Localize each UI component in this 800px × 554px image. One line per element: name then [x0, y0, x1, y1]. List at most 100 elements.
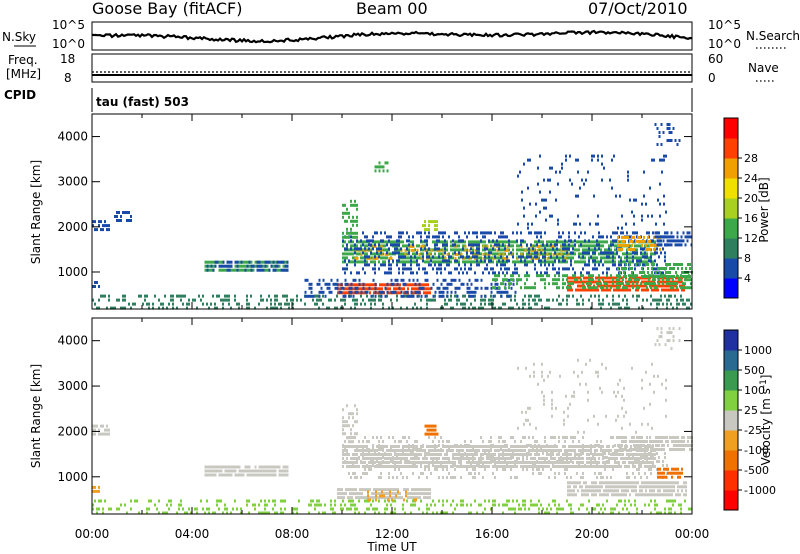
data-cell [556, 278, 558, 282]
data-cell [530, 453, 532, 456]
data-cell [520, 465, 522, 468]
data-cell [622, 457, 624, 460]
data-cell [446, 286, 449, 290]
data-cell [406, 499, 408, 503]
data-cell [348, 252, 350, 256]
data-cell [194, 298, 196, 302]
data-cell [264, 268, 267, 272]
data-cell [356, 460, 358, 463]
colorbar-tick-label: 12 [744, 232, 758, 245]
data-cell [524, 499, 526, 503]
data-cell [402, 452, 404, 455]
data-cell [349, 492, 351, 496]
data-cell [657, 284, 659, 288]
data-cell [546, 252, 549, 256]
data-cell [508, 282, 510, 286]
data-cell [460, 453, 462, 456]
data-cell [652, 461, 654, 464]
data-cell [606, 465, 608, 468]
data-cell [660, 123, 663, 126]
data-cell [354, 278, 357, 282]
data-cell [478, 260, 480, 264]
data-cell [434, 228, 436, 232]
data-cell [375, 490, 377, 494]
data-cell [364, 511, 366, 515]
data-cell [416, 461, 418, 464]
data-cell [344, 256, 346, 260]
data-cell [554, 267, 556, 271]
data-cell [669, 280, 671, 284]
data-cell [594, 267, 596, 271]
data-cell [656, 243, 659, 247]
data-cell [388, 472, 390, 475]
data-cell [610, 251, 612, 255]
data-cell [592, 453, 594, 456]
data-cell [468, 511, 470, 515]
data-cell [282, 268, 285, 272]
data-cell [480, 239, 482, 243]
data-cell [372, 453, 374, 456]
data-cell [272, 264, 275, 268]
data-cell [524, 256, 526, 260]
data-cell [418, 263, 420, 267]
data-cell [366, 248, 368, 252]
data-cell [94, 428, 96, 432]
data-cell [583, 288, 585, 292]
data-cell [638, 278, 640, 282]
data-cell [486, 231, 488, 235]
data-cell [527, 186, 529, 190]
data-cell [399, 291, 401, 295]
data-cell [482, 457, 484, 460]
data-cell [612, 445, 614, 448]
data-cell [414, 453, 416, 456]
data-cell [552, 449, 554, 452]
data-cell [380, 290, 383, 294]
data-cell [388, 256, 391, 260]
data-cell [392, 259, 394, 263]
data-cell [440, 436, 442, 439]
data-cell [378, 255, 380, 259]
data-cell [416, 440, 418, 443]
data-cell [534, 263, 536, 267]
data-cell [454, 248, 456, 252]
data-cell [504, 267, 506, 271]
data-cell [428, 255, 430, 259]
data-cell [610, 306, 612, 310]
data-cell [260, 294, 262, 298]
data-cell [620, 259, 622, 263]
data-cell [236, 507, 238, 511]
data-cell [482, 445, 484, 448]
data-cell [556, 507, 558, 511]
data-cell [527, 222, 529, 226]
data-cell [621, 276, 623, 280]
data-cell [651, 243, 653, 247]
data-cell [548, 244, 550, 248]
data-cell [346, 231, 348, 235]
data-cell [462, 503, 464, 507]
data-cell [472, 255, 474, 259]
data-cell [654, 267, 656, 271]
data-cell [573, 280, 575, 284]
data-cell [446, 499, 448, 503]
data-cell [570, 263, 572, 267]
data-cell [592, 286, 594, 290]
data-cell [386, 248, 388, 252]
data-cell [408, 278, 411, 282]
data-cell [516, 267, 518, 271]
data-cell [414, 445, 416, 448]
data-cell [508, 248, 510, 252]
data-cell [288, 306, 290, 310]
data-cell [292, 306, 294, 310]
data-cell [598, 260, 600, 264]
data-cell [545, 198, 547, 202]
data-cell [462, 294, 464, 298]
data-cell [645, 243, 647, 247]
data-cell [601, 288, 603, 292]
data-cell [454, 507, 456, 511]
data-cell [224, 298, 226, 302]
data-cell [579, 276, 581, 280]
data-cell [470, 461, 472, 464]
data-cell [522, 239, 524, 243]
data-cell [122, 298, 124, 302]
data-cell [379, 283, 381, 287]
